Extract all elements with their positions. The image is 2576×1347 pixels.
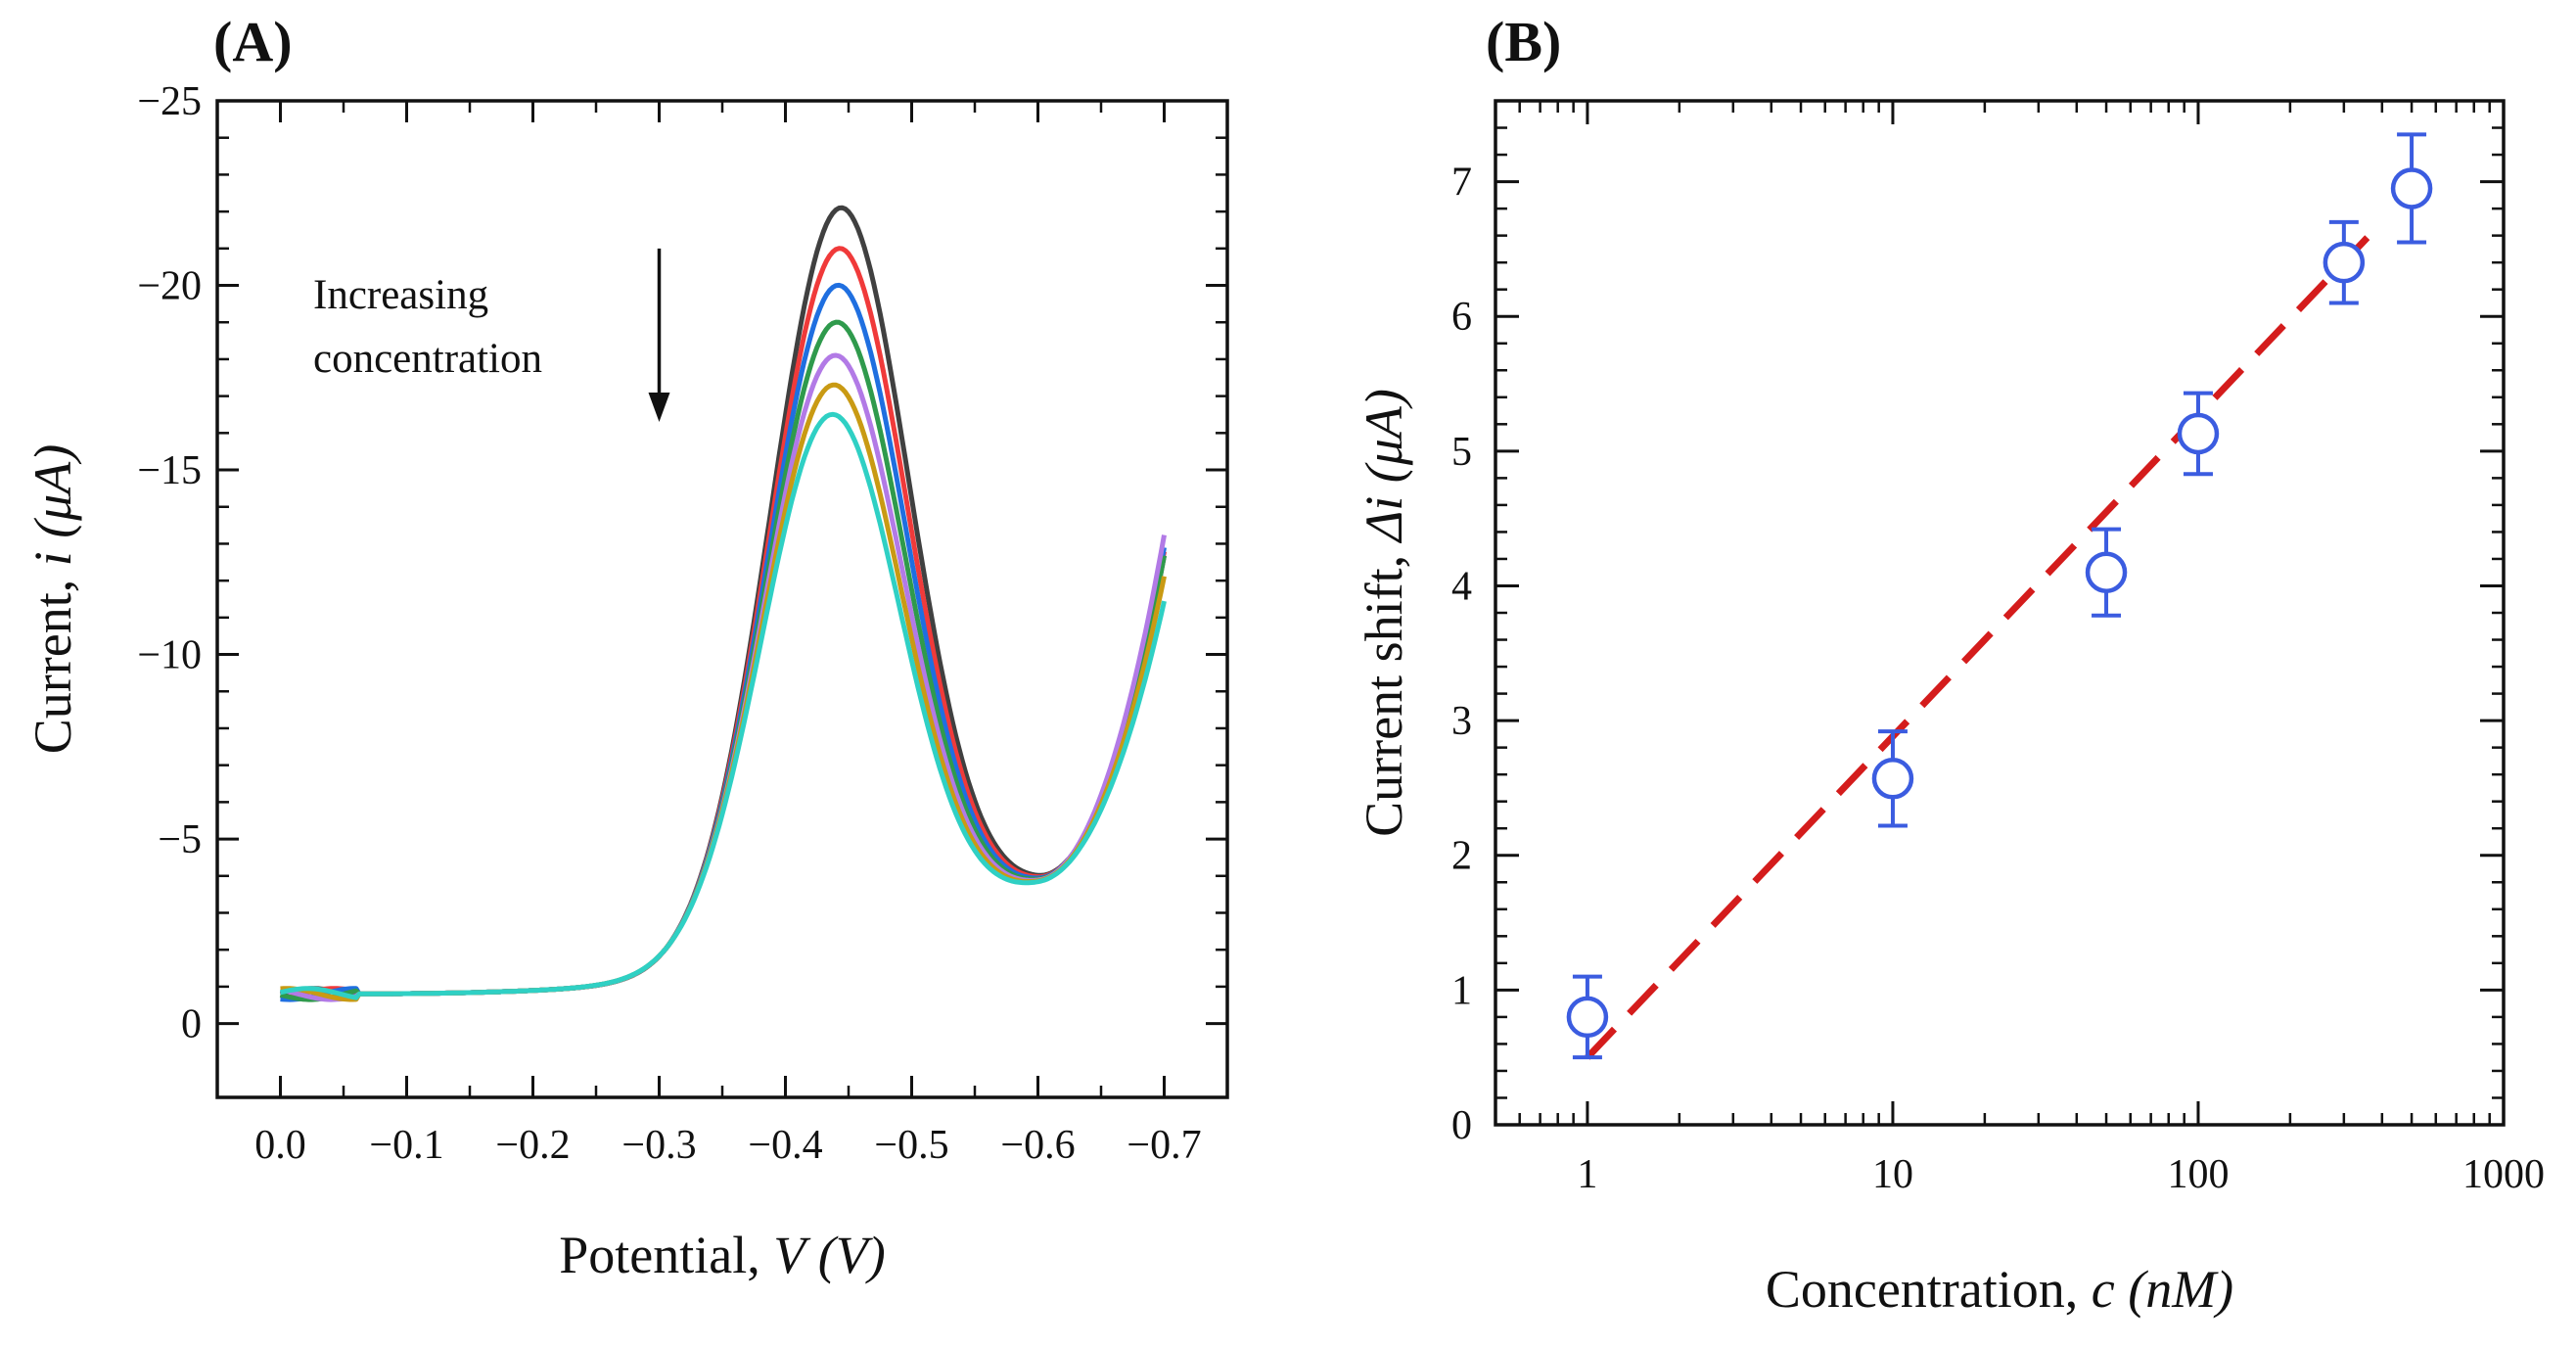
- panel-b-points: [1566, 132, 2433, 1060]
- panel-b-y-tick-label: 0: [1451, 1103, 1472, 1148]
- panel-a-curve-c5: [280, 352, 1167, 1002]
- panel-b-y-axis-label-text: Current shift,: [1355, 541, 1413, 836]
- panel-b-x-tick-label: 10: [1872, 1152, 1913, 1197]
- panel-a-x-axis-label-var: V (V): [773, 1226, 885, 1284]
- panel-a-y-tick-label: −15: [137, 448, 202, 493]
- panel-a-x-tick-label: −0.2: [495, 1123, 570, 1168]
- panel-a-x-axis-label-text: Potential,: [559, 1226, 773, 1284]
- panel-b-y-ticks: 0 1 2 3 4 5 6 7: [1451, 126, 2504, 1148]
- panel-a-x-tick-label: −0.4: [748, 1123, 822, 1168]
- panel-a-x-tick-label: −0.6: [1000, 1123, 1075, 1168]
- panel-a-curve-c3: [280, 282, 1167, 1002]
- panel-a-y-tick-label: −20: [137, 264, 202, 309]
- annotation-line2: concentration: [313, 336, 542, 382]
- fit-line: [1585, 219, 2385, 1060]
- data-point: [1871, 758, 1914, 800]
- panel-b-y-tick-label: 3: [1451, 699, 1472, 744]
- panel-b-y-tick-label: 4: [1451, 564, 1472, 609]
- arrow-head: [648, 393, 670, 423]
- panel-a-x-tick-label: −0.7: [1127, 1123, 1201, 1168]
- panel-a-curve-c6: [280, 382, 1167, 1002]
- panel-b-y-axis-label: Current shift, Δi (μA): [1355, 389, 1413, 837]
- panel-a-voltammogram: (A) 0.0 −0.1 −0.2 −0.3 −0.4 −0.5 −0.6 −0.7 0 −5 −…: [23, 10, 1229, 1284]
- panel-b-x-axis-label-var: c (nM): [2092, 1260, 2233, 1319]
- panel-a-curves: [279, 205, 1167, 1002]
- data-point: [2177, 412, 2220, 455]
- panel-a-x-tick-label: −0.5: [874, 1123, 948, 1168]
- panel-b-y-tick-label: 7: [1451, 161, 1472, 206]
- panel-a-x-tick-label: −0.1: [369, 1123, 443, 1168]
- panel-a-curve-c7: [279, 411, 1167, 1000]
- panel-a-y-axis-label-var: i (μA): [23, 444, 82, 567]
- panel-a-curve-c4: [279, 319, 1167, 1002]
- panel-b-y-axis-label-var: Δi (μA): [1355, 389, 1413, 543]
- panel-a-x-ticks: 0.0 −0.1 −0.2 −0.3 −0.4 −0.5 −0.6 −0.7: [215, 101, 1202, 1168]
- panel-b-label: (B): [1486, 10, 1561, 73]
- panel-b-x-axis-label: Concentration, c (nM): [1766, 1260, 2233, 1319]
- panel-a-y-tick-label: −25: [137, 79, 202, 124]
- panel-a-x-tick-label: −0.3: [621, 1123, 696, 1168]
- panel-a-y-ticks: 0 −5 −10 −15 −20 −25: [137, 79, 1227, 1047]
- data-point: [1566, 996, 1609, 1039]
- panel-b-y-tick-label: 2: [1451, 834, 1472, 879]
- panel-a-y-tick-label: −5: [158, 817, 202, 862]
- panel-b-calibration: (B) 1 10 100 1000 0 1 2 3 4 5 6 7 Concentration, c…: [1355, 10, 2545, 1319]
- data-point: [2085, 551, 2128, 593]
- panel-b-x-ticks: 1 10 100 1000: [1494, 101, 2545, 1197]
- panel-b-fit-line: [1585, 219, 2385, 1060]
- panel-b-x-axis-label-text: Concentration,: [1766, 1260, 2092, 1319]
- panel-a-y-axis-label: Current, i (μA): [23, 444, 82, 755]
- annotation-line1: Increasing: [313, 272, 488, 318]
- panel-a-frame: [215, 99, 1229, 1099]
- panel-a-x-tick-label: 0.0: [254, 1123, 306, 1168]
- data-point: [2323, 241, 2366, 284]
- panel-a-y-tick-label: 0: [181, 1002, 202, 1047]
- panel-b-x-tick-label: 1000: [2462, 1152, 2545, 1197]
- panel-b-y-tick-label: 1: [1451, 968, 1472, 1013]
- panel-a-x-axis-label: Potential, V (V): [559, 1226, 885, 1284]
- concentration-arrow: [648, 248, 670, 423]
- panel-a-label: (A): [213, 10, 293, 73]
- data-point: [2390, 167, 2433, 209]
- panel-b-y-tick-label: 6: [1451, 295, 1472, 340]
- panel-a-y-axis-label-text: Current,: [23, 566, 82, 754]
- panel-b-x-tick-label: 100: [2167, 1152, 2229, 1197]
- panel-a-y-tick-label: −10: [137, 633, 202, 678]
- panel-b-y-tick-label: 5: [1451, 430, 1472, 475]
- panel-b-x-tick-label: 1: [1577, 1152, 1597, 1197]
